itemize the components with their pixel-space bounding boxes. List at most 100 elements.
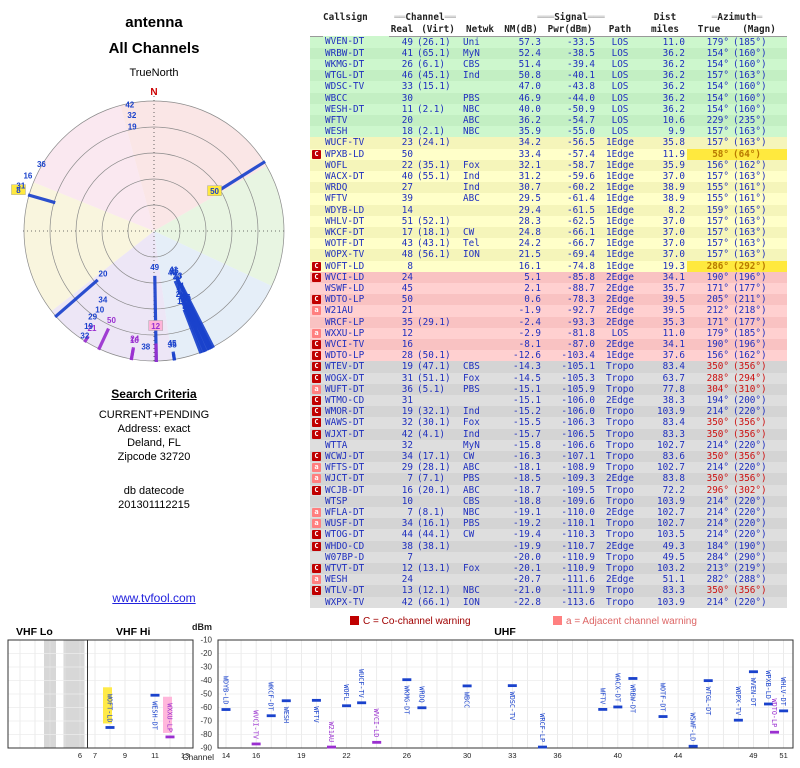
station-callsign-label: WKMG-DT (402, 686, 410, 715)
azimuth-true-cell: 157° (706, 249, 729, 261)
virtual-channel-cell: (15.1) (417, 81, 451, 93)
noise-margin-cell: -15.7 (513, 428, 541, 440)
distance-cell: 102.7 (657, 507, 685, 519)
table-row: C WTVT-DT 12 (13.1) Fox -20.1 -110.9 Tropo 103.2… (310, 563, 787, 575)
x-tick-label: 19 (297, 751, 305, 760)
radar-signal-spoke (189, 317, 207, 353)
distance-cell: 39.5 (662, 305, 685, 317)
azimuth-magn-cell: (160°) (733, 103, 767, 115)
path-cell: LOS (611, 126, 629, 138)
table-row: C WTEV-DT 19 (47.1) CBS -14.3 -105.1 Tropo 83.4 3… (310, 361, 787, 373)
azimuth-magn-cell: (163°) (733, 170, 767, 182)
path-cell: LOS (611, 81, 629, 93)
path-cell: 2Edge (606, 507, 634, 519)
signal-level-mark (733, 718, 743, 722)
power-cell: -54.7 (567, 114, 595, 126)
warning-marker: C (310, 339, 323, 350)
azimuth-magn-cell: (163°) (733, 215, 767, 227)
real-channel-cell: 10 (401, 495, 413, 507)
station-callsign-label: WOTF-DT (659, 683, 667, 712)
warning-marker (310, 70, 323, 81)
signal-level-mark (266, 714, 276, 718)
virtual-channel-cell: (66.1) (417, 596, 451, 608)
azimuth-magn-cell: (356°) (733, 361, 767, 373)
table-row: WRBW-DT 41 (65.1) MyN 52.4 -38.5 LOS 36.2 154° (1… (310, 47, 787, 59)
table-row: a WFTS-DT 29 (28.1) ABC -18.1 -108.9 Tropo 102.7… (310, 462, 787, 474)
callsign-cell: WESH (325, 126, 348, 138)
azimuth-true-cell: 171° (706, 282, 729, 294)
radar-sector (23, 182, 155, 312)
azimuth-magn-cell: (220°) (733, 507, 767, 519)
azimuth-magn-cell: (190°) (733, 540, 767, 552)
path-cell: Tropo (606, 585, 634, 597)
table-row: C WVCI-LD 24 5.1 -85.8 2Edge 34.1 190° (196°) (310, 271, 787, 283)
path-cell: 2Edge (606, 540, 634, 552)
x-tick-label: 14 (222, 751, 230, 760)
real-channel-cell: 39 (401, 193, 413, 205)
azimuth-magn-cell: (177°) (733, 316, 767, 328)
noise-margin-cell: -15.8 (513, 439, 541, 451)
azimuth-magn-cell: (220°) (733, 495, 767, 507)
noise-margin-cell: -15.5 (513, 417, 541, 429)
azimuth-true-cell: 58° (687, 148, 731, 160)
network-cell: NBC (463, 507, 480, 519)
noise-margin-cell: -15.2 (513, 406, 541, 418)
station-label-highlight (103, 687, 112, 724)
noise-margin-cell: 31.2 (518, 170, 541, 182)
real-channel-cell: 19 (401, 361, 413, 373)
warning-marker (310, 227, 323, 238)
azimuth-true-cell: 214° (706, 495, 729, 507)
power-cell: -106.5 (561, 428, 595, 440)
real-channel-cell: 8 (407, 260, 413, 272)
real-channel-cell: 19 (401, 406, 413, 418)
virtual-channel-cell (415, 440, 461, 451)
path-cell: 1Edge (606, 159, 634, 171)
x-tick-label: 36 (553, 751, 561, 760)
adjacent-channel-warning-icon: a (312, 474, 321, 484)
co-channel-warning-icon: C (312, 149, 321, 159)
path-cell: Tropo (606, 495, 634, 507)
real-channel-cell: 7 (407, 507, 413, 519)
radar-channel-label: 41 (169, 265, 178, 274)
distance-cell: 19.3 (662, 260, 685, 272)
azimuth-magn-cell: (200°) (733, 395, 767, 406)
col-pwr: Pwr(dBm) (543, 24, 597, 37)
distance-cell: 37.0 (662, 249, 685, 261)
power-cell: -110.3 (561, 529, 595, 541)
warning-marker (310, 216, 323, 227)
real-channel-cell: 31 (401, 395, 413, 406)
x-tick-label: 13 (181, 751, 189, 760)
tvfool-link[interactable]: www.tvfool.com (112, 591, 196, 605)
table-row: a WESH 24 -20.7 -111.6 2Edge 51.1 282° (288°) (310, 574, 787, 586)
azimuth-magn-cell: (220°) (733, 439, 767, 451)
azimuth-magn-cell: (220°) (733, 406, 767, 418)
network-cell (461, 305, 499, 316)
warning-marker (310, 597, 323, 608)
noise-margin-cell: -8.1 (518, 338, 541, 350)
col-channel: ══Channel══ (394, 12, 456, 24)
network-cell: CW (463, 529, 475, 541)
distance-cell: 103.2 (657, 563, 685, 575)
adjacent-channel-warning-icon: a (312, 508, 321, 518)
callsign-cell: W21AU (325, 305, 353, 317)
azimuth-true-cell: 184° (706, 540, 729, 552)
azimuth-true-cell: 155° (706, 193, 729, 205)
warning-marker (310, 137, 323, 148)
azimuth-true-cell: 154° (706, 81, 729, 93)
station-callsign-label: WTGL-DT (704, 687, 712, 716)
power-cell: -113.6 (561, 596, 595, 608)
col-netwk-spacer (461, 12, 499, 24)
power-cell: -110.9 (561, 563, 595, 575)
radar-signal-spoke (188, 306, 211, 351)
table-row: WSWF-LD 45 2.1 -88.7 2Edge 35.7 171° (177°) (310, 282, 787, 295)
table-row: C WHDO-CD 38 (38.1) -19.9 -110.7 2Edge 49.3 184°… (310, 540, 787, 552)
adjacent-channel-warning-icon: a (312, 328, 321, 338)
azimuth-magn-cell: (163°) (733, 70, 767, 82)
azimuth-magn-cell: (220°) (733, 596, 767, 608)
warning-marker: a (310, 473, 323, 484)
path-cell: LOS (611, 58, 629, 70)
real-channel-cell: 17 (401, 226, 413, 238)
co-channel-legend-text: C = Co-channel warning (363, 616, 471, 627)
co-channel-warning-icon: C (312, 272, 321, 282)
table-row: WTGL-DT 46 (45.1) Ind 50.8 -40.1 LOS 36.2 157° (1… (310, 70, 787, 82)
